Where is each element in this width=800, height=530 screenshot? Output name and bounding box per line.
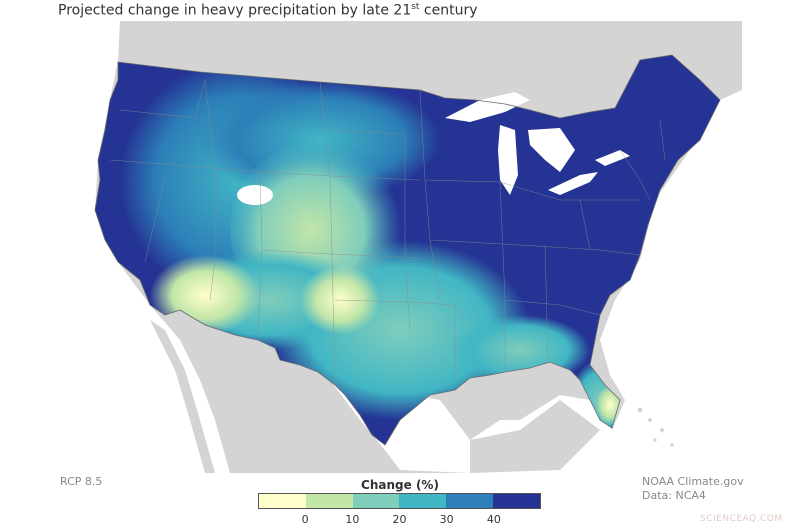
map-title: Projected change in heavy precipitation …	[58, 2, 478, 19]
legend-swatch	[399, 494, 447, 508]
title-superscript: st	[411, 2, 420, 12]
data-credit: Data: NCA4	[642, 489, 706, 502]
legend-swatch	[493, 494, 540, 508]
map-panel	[57, 21, 742, 473]
title-suffix: century	[419, 2, 478, 19]
legend-swatch	[259, 494, 306, 508]
legend-swatch	[446, 494, 494, 508]
legend-tick-label: 10	[345, 513, 360, 526]
legend-swatch	[352, 494, 400, 508]
lake-ontario	[595, 150, 630, 166]
cuba-yucatan	[470, 400, 600, 473]
watermark: SCIENCEAQ.COM	[700, 514, 783, 524]
us-map	[57, 21, 742, 473]
title-main: Projected change in heavy precipitation …	[58, 2, 412, 19]
bahamas-islands	[637, 407, 674, 447]
state-borders	[109, 79, 666, 386]
legend-title: Change (%)	[361, 478, 439, 492]
color-legend	[258, 493, 541, 509]
great-lakes	[445, 92, 630, 195]
great-salt-lake	[237, 185, 273, 205]
lake-huron	[528, 128, 575, 172]
atlantic-gulf-water	[470, 90, 742, 473]
pacific-ocean	[57, 21, 230, 473]
source-credit: NOAA Climate.gov	[642, 475, 744, 488]
legend-tick-label: 0	[301, 513, 309, 526]
legend-swatch	[305, 494, 353, 508]
lake-erie	[548, 172, 598, 195]
scenario-label: RCP 8.5	[60, 475, 103, 488]
baja-california	[150, 320, 215, 473]
lake-superior	[445, 92, 530, 122]
us-outline	[94, 54, 721, 446]
legend-tick-label: 40	[486, 513, 501, 526]
legend-tick-label: 30	[439, 513, 454, 526]
lake-michigan	[498, 125, 518, 195]
legend-tick-label: 20	[392, 513, 407, 526]
